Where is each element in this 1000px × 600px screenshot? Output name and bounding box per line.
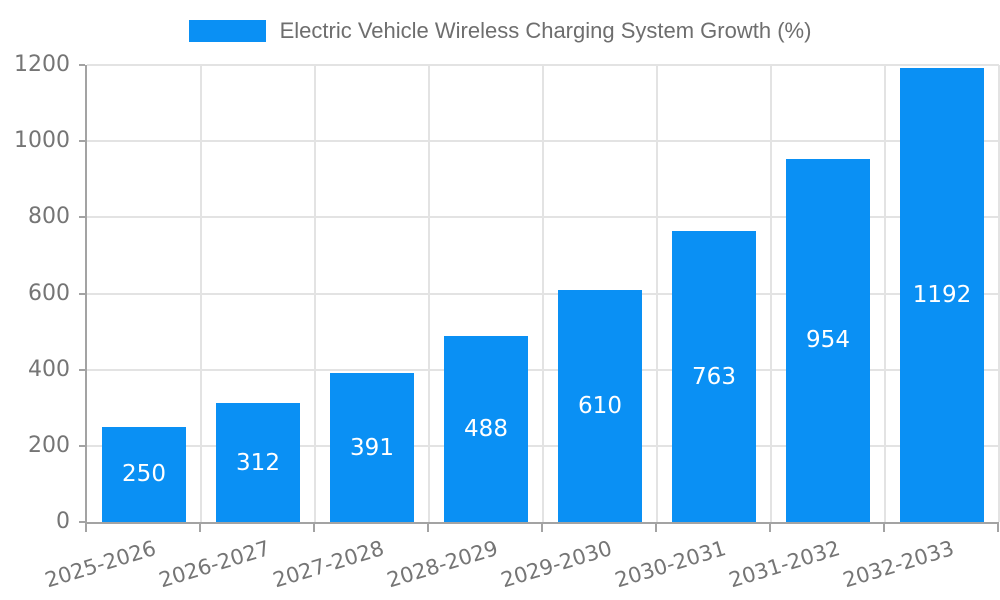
y-tick-mark: [79, 64, 85, 66]
plot-area: 250 312 391 488 610 763 954 1192: [85, 64, 1000, 524]
y-tick-label: 0: [56, 509, 70, 534]
x-tick-mark: [85, 524, 87, 532]
bar-value-label: 610: [578, 392, 622, 419]
gridline-vertical: [428, 65, 430, 522]
x-tick-mark: [883, 524, 885, 532]
bar-value-label: 763: [692, 363, 736, 390]
y-tick-label: 200: [28, 432, 70, 458]
bar-2026-2027[interactable]: 312: [216, 403, 300, 522]
y-tick-label: 1000: [14, 128, 70, 154]
y-tick-mark: [79, 368, 85, 371]
y-tick-mark: [79, 444, 85, 447]
gridline-vertical: [770, 65, 772, 522]
bar-value-label: 312: [236, 449, 280, 476]
bar-2030-2031[interactable]: 763: [672, 231, 756, 522]
gridline-vertical: [542, 65, 544, 522]
x-tick-mark: [541, 524, 543, 532]
y-tick-label: 1200: [14, 52, 70, 77]
legend-swatch: [188, 20, 266, 42]
bar-2031-2032[interactable]: 954: [786, 158, 870, 522]
bar-2027-2028[interactable]: 391: [330, 373, 414, 522]
bar-2029-2030[interactable]: 610: [558, 289, 642, 522]
y-tick-mark: [79, 216, 85, 219]
bar-2032-2033[interactable]: 1192: [900, 68, 984, 522]
bar-2028-2029[interactable]: 488: [444, 336, 528, 522]
x-tick-mark: [427, 524, 429, 532]
bar-value-label: 391: [350, 434, 394, 461]
bar-value-label: 488: [464, 416, 508, 443]
gridline-vertical: [656, 65, 658, 522]
x-tick-mark: [313, 524, 315, 532]
x-tick-mark: [199, 524, 201, 532]
gridline-vertical: [998, 65, 1000, 522]
bar-value-label: 250: [122, 461, 166, 488]
bar-value-label: 954: [806, 327, 850, 354]
gridline-vertical: [200, 65, 202, 522]
legend-label: Electric Vehicle Wireless Charging Syste…: [279, 18, 812, 43]
x-tick-mark: [997, 524, 999, 532]
gridline-vertical: [314, 65, 316, 522]
bar-2025-2026[interactable]: 250: [102, 426, 186, 522]
y-tick-mark: [79, 292, 85, 295]
y-tick-label: 400: [28, 356, 70, 382]
bar-value-label: 1192: [912, 282, 972, 309]
y-tick-mark: [79, 521, 85, 523]
y-tick-label: 800: [28, 204, 70, 230]
chart-legend: Electric Vehicle Wireless Charging Syste…: [0, 19, 1000, 43]
y-tick-label: 600: [28, 280, 70, 306]
gridline-vertical: [884, 65, 886, 522]
x-tick-mark: [769, 524, 771, 532]
y-tick-mark: [79, 140, 85, 143]
x-tick-mark: [655, 524, 657, 532]
